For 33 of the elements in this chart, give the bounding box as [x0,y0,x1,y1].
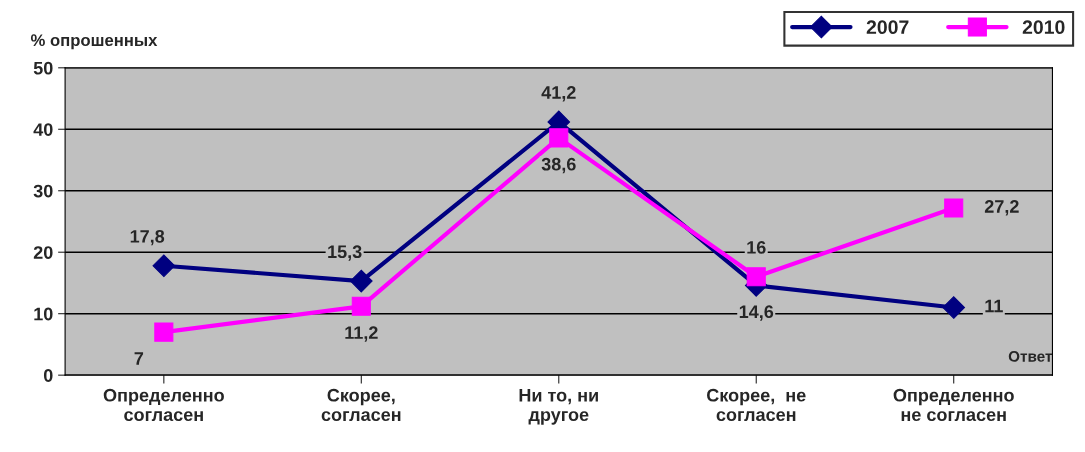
data-label: 11,2 [345,326,378,342]
data-label: 11 [985,299,1003,313]
y-tick-label: 50 [33,61,53,75]
y-tick-label: 20 [33,246,53,259]
point [154,322,174,342]
y-tick-label: 40 [33,123,53,136]
y-tick-label: 10 [34,307,53,321]
data-label: 41,2 [541,86,576,102]
point [942,296,966,319]
data-label: 38,6 [541,157,576,174]
legend-label: 2010 [1022,20,1065,35]
data-label: 27,2 [984,200,1019,216]
x-tick-label: Определенно согласен [103,388,224,422]
x-tick-label: Ни то, ни другое [519,389,598,425]
point [944,198,964,218]
x-axis-title: Ответ [1008,350,1053,362]
point [549,128,569,148]
data-label: 16 [747,241,766,254]
data-label: 7 [134,352,144,365]
x-tick-label: Скорее, не согласен [707,388,806,422]
data-label: 15,3 [328,245,362,261]
y-tick-label: 30 [33,184,53,198]
data-label: 14,6 [739,305,774,321]
x-tick-label: Определенно не согласен [893,388,1014,422]
point [351,296,371,316]
point [349,269,373,293]
point [152,254,176,278]
y-tick-label: 0 [43,369,53,382]
legend-label: 2007 [866,20,909,35]
x-tick-label: Скорее, согласен [321,388,401,422]
point [746,267,766,287]
y-axis-title: % опрошенных [30,34,158,50]
data-label: 17,8 [130,229,165,246]
